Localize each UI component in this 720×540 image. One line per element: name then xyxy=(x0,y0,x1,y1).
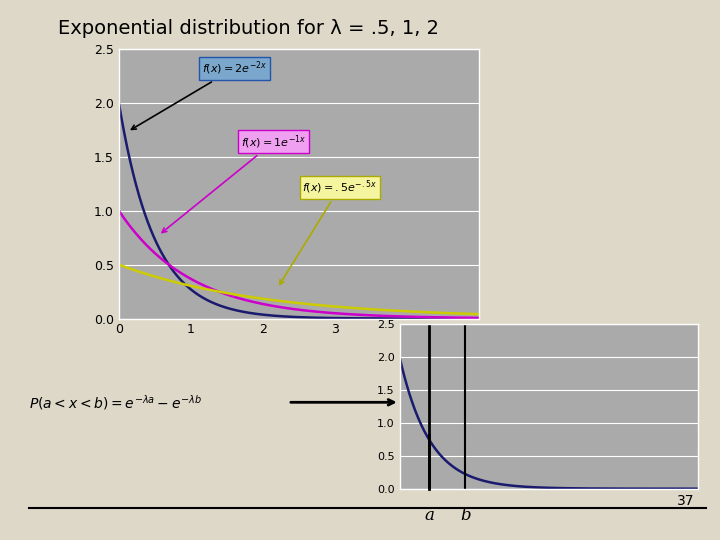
Text: b: b xyxy=(460,507,471,524)
Text: $f(x) = 1e^{-1x}$: $f(x) = 1e^{-1x}$ xyxy=(162,133,307,233)
Text: $P(a<x<b) = e^{-\lambda a} - e^{-\lambda b}$: $P(a<x<b) = e^{-\lambda a} - e^{-\lambda… xyxy=(29,393,202,411)
Text: a: a xyxy=(425,507,434,524)
Text: 37: 37 xyxy=(678,494,695,508)
Text: $f(x) = 2e^{-2x}$: $f(x) = 2e^{-2x}$ xyxy=(132,59,267,130)
Text: Exponential distribution for λ = .5, 1, 2: Exponential distribution for λ = .5, 1, … xyxy=(58,19,438,38)
Text: $f(x) = .5e^{-.5x}$: $f(x) = .5e^{-.5x}$ xyxy=(279,178,377,285)
